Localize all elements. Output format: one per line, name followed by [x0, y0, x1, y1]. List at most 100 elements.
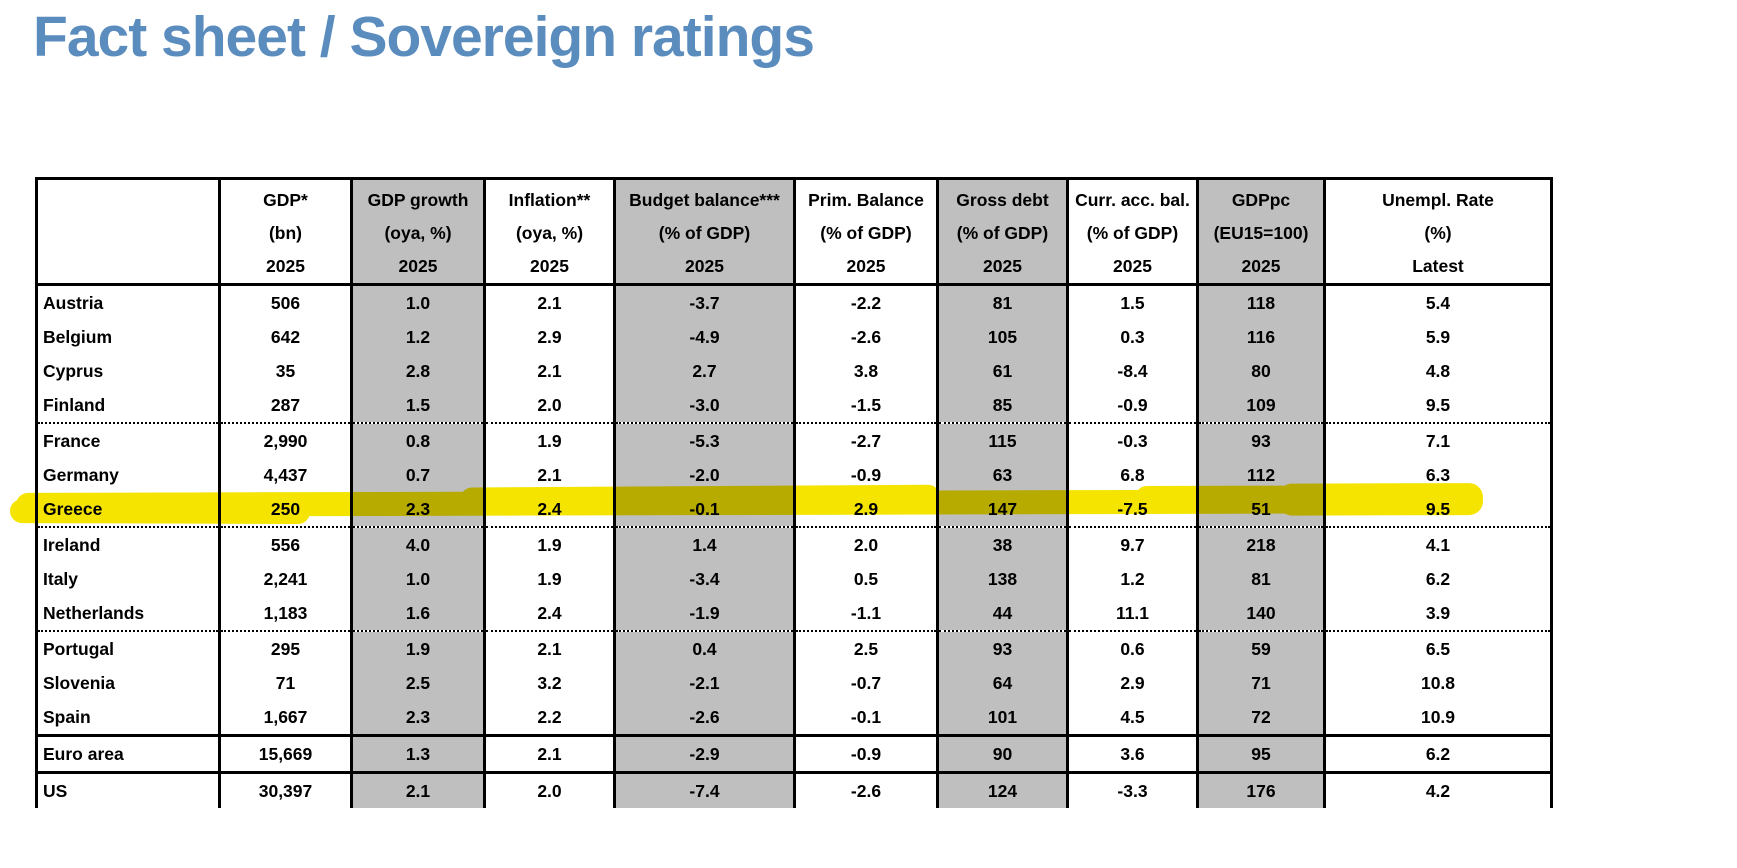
data-cell: -2.6 — [613, 700, 796, 737]
data-cell: 0.8 — [350, 423, 486, 458]
sovereign-ratings-table: GDP* (bn) 2025 GDP growth (oya, %) 2025 … — [35, 177, 1553, 808]
table-row: Portugal 295 1.9 2.1 0.4 2.5 93 0.6 59 6.5 — [35, 631, 1553, 666]
column-title: Curr. acc. bal. — [1075, 190, 1190, 210]
data-cell: 101 — [936, 700, 1069, 737]
row-label: Italy — [35, 562, 221, 596]
column-header-gdp-growth: GDP growth (oya, %) 2025 — [350, 178, 486, 286]
data-cell: 4.2 — [1323, 772, 1553, 808]
column-title: GDP* — [263, 190, 308, 210]
data-cell: 3.9 — [1323, 596, 1553, 632]
row-label: Finland — [35, 388, 221, 424]
data-cell: 2.3 — [350, 492, 486, 528]
data-cell: 9.5 — [1323, 388, 1553, 424]
data-cell: 109 — [1196, 388, 1326, 424]
column-header-gdp: GDP* (bn) 2025 — [218, 178, 353, 286]
data-cell: 6.8 — [1066, 458, 1199, 492]
data-cell: 59 — [1196, 631, 1326, 666]
column-title: GDP growth — [367, 190, 469, 210]
data-cell: 0.6 — [1066, 631, 1199, 666]
data-cell: 147 — [936, 492, 1069, 528]
data-cell: 2.4 — [483, 596, 616, 632]
data-cell: 15,669 — [218, 735, 353, 774]
data-cell: -2.7 — [793, 423, 939, 458]
data-cell: 138 — [936, 562, 1069, 596]
data-cell: 81 — [1196, 562, 1326, 596]
data-cell: 2.0 — [483, 772, 616, 808]
table-row: US 30,397 2.1 2.0 -7.4 -2.6 124 -3.3 176 4.2 — [35, 772, 1553, 808]
column-unit: (% of GDP) — [820, 223, 912, 243]
column-header-gdppc: GDPpc (EU15=100) 2025 — [1196, 178, 1326, 286]
table-row: Slovenia 71 2.5 3.2 -2.1 -0.7 64 2.9 71 10.8 — [35, 666, 1553, 700]
data-cell: 642 — [218, 320, 353, 354]
table-header: GDP* (bn) 2025 GDP growth (oya, %) 2025 … — [35, 178, 1553, 286]
row-label: Portugal — [35, 631, 221, 666]
row-label: Cyprus — [35, 354, 221, 388]
data-cell: 2.0 — [793, 527, 939, 562]
column-header-unempl-rate: Unempl. Rate (%) Latest — [1323, 178, 1553, 286]
table-row: Austria 506 1.0 2.1 -3.7 -2.2 81 1.5 118 5.4 — [35, 284, 1553, 320]
data-cell: 2.9 — [1066, 666, 1199, 700]
table-row: Netherlands 1,183 1.6 2.4 -1.9 -1.1 44 11.1 140 3… — [35, 596, 1553, 632]
data-cell: 0.3 — [1066, 320, 1199, 354]
data-cell: 1.4 — [613, 527, 796, 562]
data-cell: 6.3 — [1323, 458, 1553, 492]
row-label: Euro area — [35, 735, 221, 774]
data-cell: -2.6 — [793, 320, 939, 354]
column-header-curr-acc-bal: Curr. acc. bal. (% of GDP) 2025 — [1066, 178, 1199, 286]
table-body: Austria 506 1.0 2.1 -3.7 -2.2 81 1.5 118 5.4 Belgi… — [35, 284, 1553, 808]
column-unit: (%) — [1424, 223, 1452, 243]
row-label: Spain — [35, 700, 221, 737]
table-row: France 2,990 0.8 1.9 -5.3 -2.7 115 -0.3 93 7.1 — [35, 423, 1553, 458]
data-cell: 6.2 — [1323, 735, 1553, 774]
fact-sheet-table-container: GDP* (bn) 2025 GDP growth (oya, %) 2025 … — [35, 177, 1553, 808]
data-cell: 1.9 — [483, 562, 616, 596]
data-cell: -2.2 — [793, 284, 939, 320]
data-cell: 61 — [936, 354, 1069, 388]
column-unit: (oya, %) — [515, 223, 584, 243]
column-title: Gross debt — [956, 190, 1049, 210]
row-label: Slovenia — [35, 666, 221, 700]
column-title: Unempl. Rate — [1382, 190, 1494, 210]
data-cell: 1.9 — [483, 423, 616, 458]
data-cell: 4.1 — [1323, 527, 1553, 562]
data-cell: 4.0 — [350, 527, 486, 562]
data-cell: 287 — [218, 388, 353, 424]
column-year: 2025 — [685, 256, 724, 276]
data-cell: 85 — [936, 388, 1069, 424]
data-cell: -0.3 — [1066, 423, 1199, 458]
data-cell: -0.9 — [793, 458, 939, 492]
column-title: Inflation** — [508, 190, 591, 210]
data-cell: 6.5 — [1323, 631, 1553, 666]
column-year: 2025 — [530, 256, 569, 276]
data-cell: 44 — [936, 596, 1069, 632]
data-cell: 1.9 — [350, 631, 486, 666]
column-year: Latest — [1412, 256, 1464, 276]
data-cell: 93 — [936, 631, 1069, 666]
data-cell: -3.0 — [613, 388, 796, 424]
data-cell: 0.4 — [613, 631, 796, 666]
data-cell: 0.5 — [793, 562, 939, 596]
data-cell: 1.0 — [350, 284, 486, 320]
data-cell: -2.9 — [613, 735, 796, 774]
data-cell: 35 — [218, 354, 353, 388]
data-cell: -1.9 — [613, 596, 796, 632]
data-cell: 7.1 — [1323, 423, 1553, 458]
data-cell: 72 — [1196, 700, 1326, 737]
data-cell: 250 — [218, 492, 353, 528]
data-cell: 1.3 — [350, 735, 486, 774]
column-title: Budget balance*** — [629, 190, 780, 210]
data-cell: 3.2 — [483, 666, 616, 700]
data-cell: 1.2 — [350, 320, 486, 354]
data-cell: 2,241 — [218, 562, 353, 596]
data-cell: -3.7 — [613, 284, 796, 320]
data-cell: 1,667 — [218, 700, 353, 737]
data-cell: 2.8 — [350, 354, 486, 388]
data-cell: 10.8 — [1323, 666, 1553, 700]
data-cell: 11.1 — [1066, 596, 1199, 632]
header-row: GDP* (bn) 2025 GDP growth (oya, %) 2025 … — [35, 178, 1553, 286]
data-cell: 140 — [1196, 596, 1326, 632]
data-cell: -0.9 — [793, 735, 939, 774]
data-cell: 81 — [936, 284, 1069, 320]
column-header-budget-balance: Budget balance*** (% of GDP) 2025 — [613, 178, 796, 286]
data-cell: 2.9 — [483, 320, 616, 354]
